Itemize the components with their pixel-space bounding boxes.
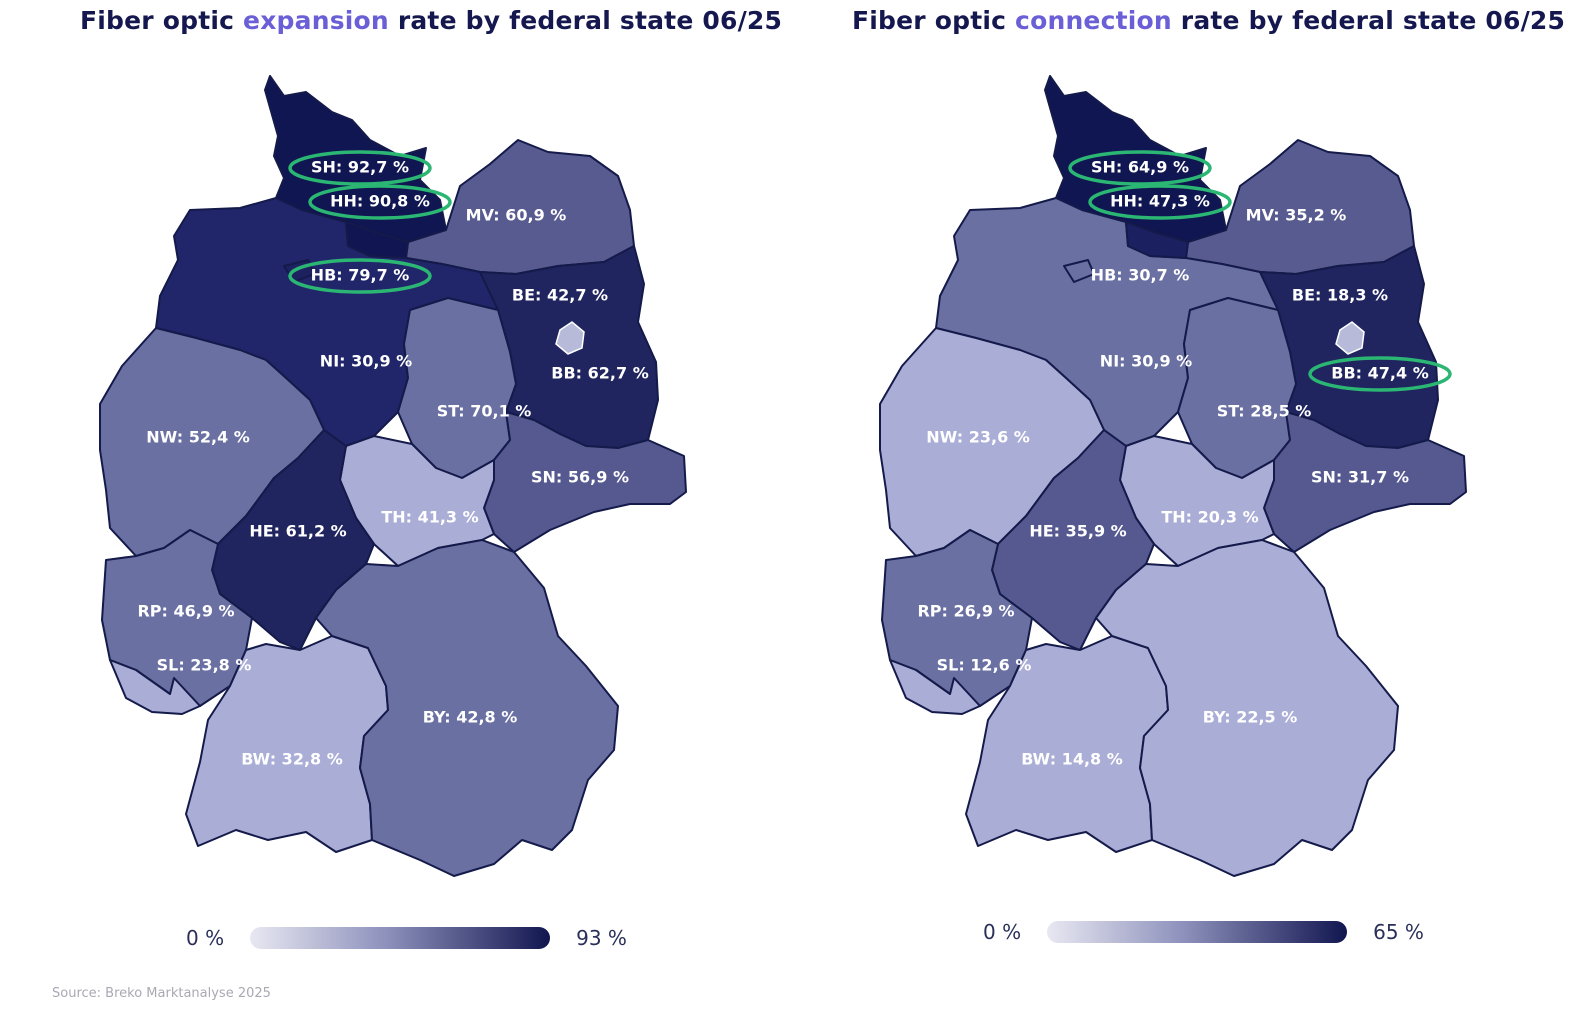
legend-max: 93 % (576, 926, 627, 950)
title-text-post: rate by federal state 06/25 (1171, 6, 1566, 35)
state-label-bw: BW: 32,8 % (241, 750, 343, 769)
legend-max: 65 % (1373, 920, 1424, 944)
state-label-bb: BB: 47,4 % (1331, 364, 1428, 383)
state-label-be: BE: 42,7 % (512, 286, 608, 305)
state-sl (889, 659, 981, 715)
legend-expansion: 0 % 93 % (186, 926, 627, 950)
map-connection: SH: 64,9 % HH: 47,3 % HB: 30,7 % MV: 35,2 %… (879, 75, 1467, 877)
state-label-st: ST: 70,1 % (437, 402, 532, 421)
state-label-mv: MV: 35,2 % (1246, 206, 1347, 225)
title-text-pre: Fiber optic (852, 6, 1016, 35)
state-label-sl: SL: 12,6 % (937, 656, 1032, 675)
state-label-th: TH: 20,3 % (1161, 508, 1258, 527)
state-label-sh: SH: 92,7 % (311, 158, 409, 177)
title-highlight: expansion (243, 6, 389, 35)
highlight-ring-hb (288, 258, 432, 294)
state-label-mv: MV: 60,9 % (466, 206, 567, 225)
state-label-rp: RP: 46,9 % (137, 602, 234, 621)
state-label-hh: HH: 90,8 % (330, 192, 430, 211)
state-be (1335, 321, 1365, 355)
state-label-th: TH: 41,3 % (381, 508, 478, 527)
state-label-hh: HH: 47,3 % (1110, 192, 1210, 211)
state-be (555, 321, 585, 355)
highlight-ring-bb (1308, 356, 1452, 392)
state-label-he: HE: 61,2 % (249, 522, 346, 541)
highlight-ring-sh (1068, 150, 1212, 186)
state-label-bw: BW: 14,8 % (1021, 750, 1123, 769)
highlight-ring-hh (308, 184, 452, 220)
title-text-post: rate by federal state 06/25 (388, 6, 783, 35)
title-text-pre: Fiber optic (80, 6, 244, 35)
state-by (315, 539, 619, 877)
state-sl (109, 659, 201, 715)
highlight-ring-sh (288, 150, 432, 186)
title-expansion-map: Fiber optic expansion rate by federal st… (80, 6, 782, 35)
state-label-rp: RP: 26,9 % (917, 602, 1014, 621)
state-label-sh: SH: 64,9 % (1091, 158, 1189, 177)
state-label-nw: NW: 23,6 % (926, 428, 1030, 447)
state-label-st: ST: 28,5 % (1217, 402, 1312, 421)
state-label-ni: NI: 30,9 % (1100, 352, 1192, 371)
state-hh (1125, 221, 1189, 259)
state-label-nw: NW: 52,4 % (146, 428, 250, 447)
source-note: Source: Breko Marktanalyse 2025 (52, 986, 271, 1001)
state-label-ni: NI: 30,9 % (320, 352, 412, 371)
state-label-be: BE: 18,3 % (1292, 286, 1388, 305)
state-label-hb: HB: 79,7 % (311, 266, 410, 285)
state-label-by: BY: 22,5 % (1203, 708, 1298, 727)
state-label-he: HE: 35,9 % (1029, 522, 1126, 541)
state-label-hb: HB: 30,7 % (1091, 266, 1190, 285)
state-label-bb: BB: 62,7 % (551, 364, 648, 383)
state-by (1095, 539, 1399, 877)
map-expansion: SH: 92,7 % HH: 90,8 % HB: 79,7 % MV: 60,9 %… (99, 75, 687, 877)
state-label-sl: SL: 23,8 % (157, 656, 252, 675)
state-label-sn: SN: 56,9 % (531, 468, 629, 487)
title-highlight: connection (1015, 6, 1172, 35)
legend-min: 0 % (983, 920, 1022, 944)
highlight-ring-hh (1088, 184, 1232, 220)
state-hb (1063, 259, 1095, 283)
legend-gradient-bar (1047, 921, 1348, 943)
legend-connection: 0 % 65 % (983, 920, 1424, 944)
legend-min: 0 % (186, 926, 225, 950)
state-hh (345, 221, 409, 259)
state-label-by: BY: 42,8 % (423, 708, 518, 727)
title-connection-map: Fiber optic connection rate by federal s… (852, 6, 1565, 35)
state-label-sn: SN: 31,7 % (1311, 468, 1409, 487)
legend-gradient-bar (250, 927, 551, 949)
